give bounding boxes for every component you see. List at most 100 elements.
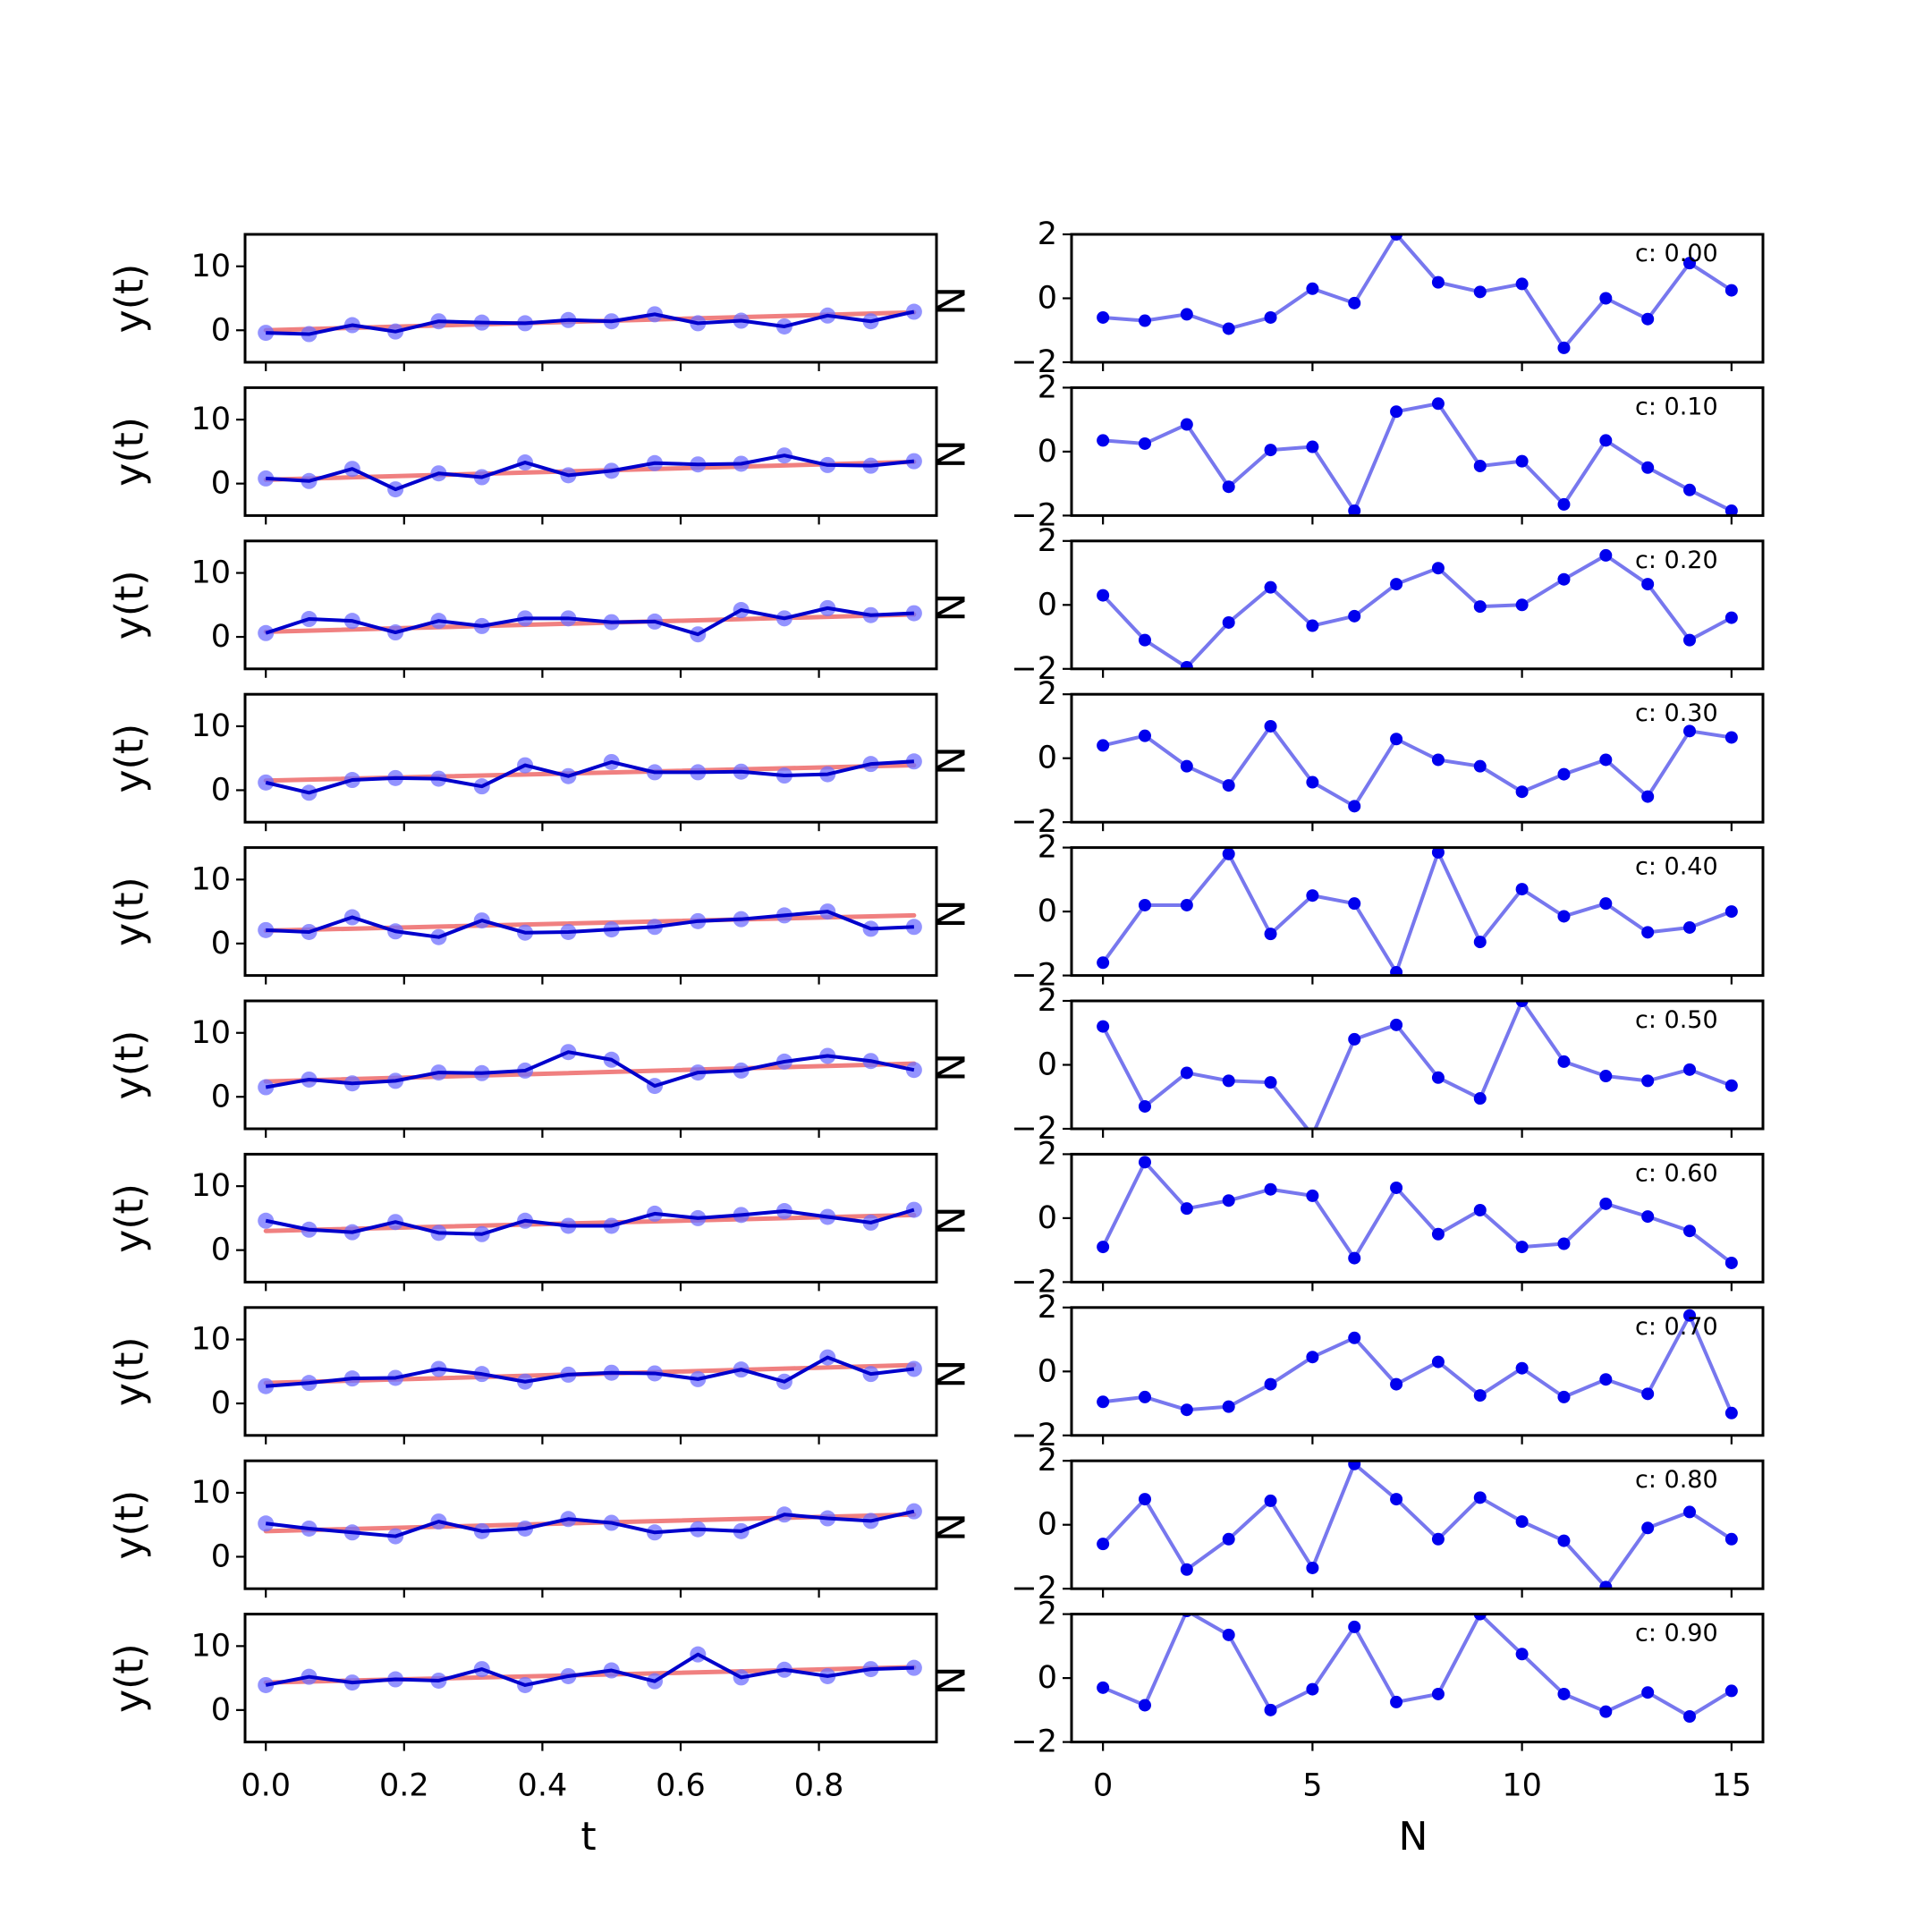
noise-point (1431, 1071, 1445, 1084)
y-tick-label: 0 (1038, 1200, 1057, 1236)
noise-point (1515, 785, 1529, 799)
noise-point (1264, 444, 1277, 457)
noise-point (1306, 282, 1319, 295)
left-y-axis-label: y(t) (107, 1643, 153, 1713)
noise-point (1348, 1461, 1361, 1470)
noise-point (1348, 296, 1361, 309)
noise-line (1101, 1462, 1733, 1589)
noise-point (1473, 1203, 1487, 1216)
y-tick-label: 2 (1038, 523, 1057, 559)
data-line (265, 1208, 915, 1236)
noise-point (1306, 1682, 1319, 1696)
noise-point (1515, 1648, 1529, 1661)
noise-point (1222, 1628, 1235, 1641)
coefficient-label: c: 0.20 (1635, 547, 1718, 574)
noise-point (1097, 310, 1110, 324)
noise-line (1102, 402, 1733, 513)
left-axes-frame (243, 846, 938, 978)
right-panel: c: 0.40 −2 0 2 (1011, 830, 1765, 994)
fit-line (263, 1061, 917, 1084)
noise-point (1473, 285, 1487, 299)
noise-point (1431, 562, 1445, 575)
noise-point (1557, 1390, 1571, 1403)
data-line (265, 1652, 914, 1687)
noise-point (1264, 1076, 1277, 1089)
noise-line (1101, 1001, 1733, 1129)
noise-point (1306, 619, 1319, 632)
noise-point (1473, 459, 1487, 472)
noise-point (1264, 1182, 1277, 1196)
noise-point (1180, 1563, 1193, 1576)
y-tick-label: 0 (1038, 1353, 1057, 1389)
y-tick-label: −2 (1011, 651, 1057, 687)
left-axes-frame (243, 539, 938, 671)
y-tick-label: 2 (1038, 1597, 1057, 1632)
y-tick-label: 10 (191, 1168, 231, 1204)
noise-point (1515, 1515, 1529, 1529)
left-y-axis-label: y(t) (107, 1183, 153, 1253)
noise-point (1683, 1309, 1697, 1322)
noise-point (1222, 1074, 1235, 1088)
noise-point (1557, 767, 1571, 781)
noise-point (1515, 1361, 1529, 1375)
y-tick-label: −2 (1011, 1724, 1057, 1760)
noise-point (1138, 729, 1151, 742)
y-tick-label: −2 (1011, 1418, 1057, 1453)
noise-point (1390, 578, 1403, 591)
coefficient-label: c: 0.50 (1635, 1006, 1718, 1034)
noise-point (1097, 434, 1110, 447)
left-y-axis-label: y(t) (107, 1490, 153, 1560)
y-tick-label: 10 (191, 1628, 231, 1664)
noise-series (1097, 397, 1738, 516)
y-tick-label: 2 (1038, 1443, 1057, 1479)
y-tick-label: −2 (1011, 497, 1057, 533)
noise-series (1097, 1309, 1738, 1419)
y-tick-label: 0 (211, 619, 231, 655)
x-tick-label: 0.6 (656, 1768, 706, 1804)
noise-point (1641, 312, 1655, 326)
noise-point (1390, 1018, 1403, 1031)
coefficient-label: c: 0.80 (1635, 1466, 1718, 1494)
noise-point (1264, 719, 1277, 733)
noise-series (1097, 234, 1738, 354)
noise-point (1390, 1377, 1403, 1391)
y-tick-label: 2 (1038, 983, 1057, 1019)
noise-point (1557, 497, 1571, 511)
noise-point (1264, 1377, 1277, 1391)
noise-point (1724, 611, 1738, 624)
noise-point (1431, 1355, 1445, 1368)
noise-line (1102, 724, 1733, 809)
noise-point (1641, 1210, 1655, 1224)
noise-point (1557, 341, 1571, 354)
noise-point (1348, 609, 1361, 623)
noise-point (1431, 1227, 1445, 1241)
data-line (265, 1509, 915, 1538)
x-tick-label: 0.4 (518, 1768, 568, 1804)
x-tick-label: 0.8 (794, 1768, 844, 1804)
y-tick-label: 0 (211, 1233, 231, 1268)
noise-point (1097, 739, 1110, 752)
y-tick-label: 10 (191, 249, 231, 284)
y-tick-label: 2 (1038, 369, 1057, 405)
left-y-axis-label: y(t) (107, 417, 153, 487)
noise-point (1348, 1251, 1361, 1265)
noise-point (1599, 753, 1613, 767)
noise-point (1097, 1020, 1110, 1033)
y-tick-label: −2 (1011, 344, 1057, 380)
noise-point (1599, 1373, 1613, 1386)
y-tick-label: 0 (211, 1538, 231, 1574)
noise-point (1138, 314, 1151, 327)
noise-point (1264, 928, 1277, 941)
noise-point (1431, 275, 1445, 289)
y-tick-label: 2 (1038, 1136, 1057, 1172)
y-tick-label: 0 (211, 926, 231, 962)
